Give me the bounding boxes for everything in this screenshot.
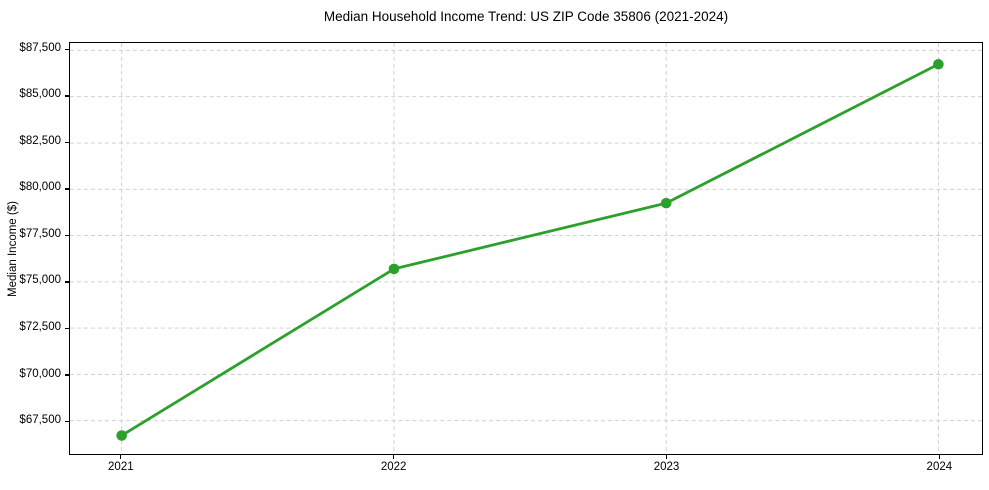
x-tick-mark bbox=[665, 455, 668, 459]
y-tick-label: $77,500 bbox=[19, 227, 61, 240]
data-point-2021 bbox=[116, 430, 127, 441]
x-tick-mark bbox=[393, 455, 395, 459]
data-point-2024 bbox=[933, 59, 944, 70]
y-tick-label: $85,000 bbox=[19, 88, 61, 101]
y-tick-label: $72,500 bbox=[19, 320, 61, 333]
y-tick-mark bbox=[65, 188, 69, 190]
y-tick-label: $75,000 bbox=[19, 274, 61, 287]
y-tick-mark bbox=[65, 95, 69, 97]
line-chart bbox=[70, 43, 982, 454]
x-tick-mark bbox=[938, 455, 940, 459]
y-tick-mark bbox=[65, 48, 69, 51]
y-tick-mark bbox=[65, 420, 69, 423]
y-tick-mark bbox=[65, 141, 69, 144]
y-tick-mark bbox=[65, 327, 69, 330]
y-tick-label: $67,500 bbox=[19, 414, 61, 426]
data-point-2022 bbox=[388, 263, 400, 275]
x-tick-label: 2023 bbox=[653, 461, 680, 473]
y-tick-label: $70,000 bbox=[19, 367, 61, 380]
data-point-2023 bbox=[660, 197, 672, 209]
x-tick-label: 2021 bbox=[108, 461, 134, 473]
y-tick-mark bbox=[65, 234, 69, 237]
x-tick-mark bbox=[120, 455, 122, 459]
y-tick-mark bbox=[65, 374, 69, 376]
x-tick-label: 2022 bbox=[380, 461, 407, 473]
chart-title: Median Household Income Trend: US ZIP Co… bbox=[323, 9, 729, 24]
y-tick-mark bbox=[65, 281, 69, 283]
y-tick-label: $80,000 bbox=[19, 181, 61, 194]
y-tick-label: $87,500 bbox=[19, 41, 61, 54]
y-tick-label: $82,500 bbox=[19, 134, 61, 147]
trend-line bbox=[120, 62, 940, 437]
plot-area bbox=[69, 42, 983, 455]
x-tick-label: 2024 bbox=[926, 461, 953, 473]
